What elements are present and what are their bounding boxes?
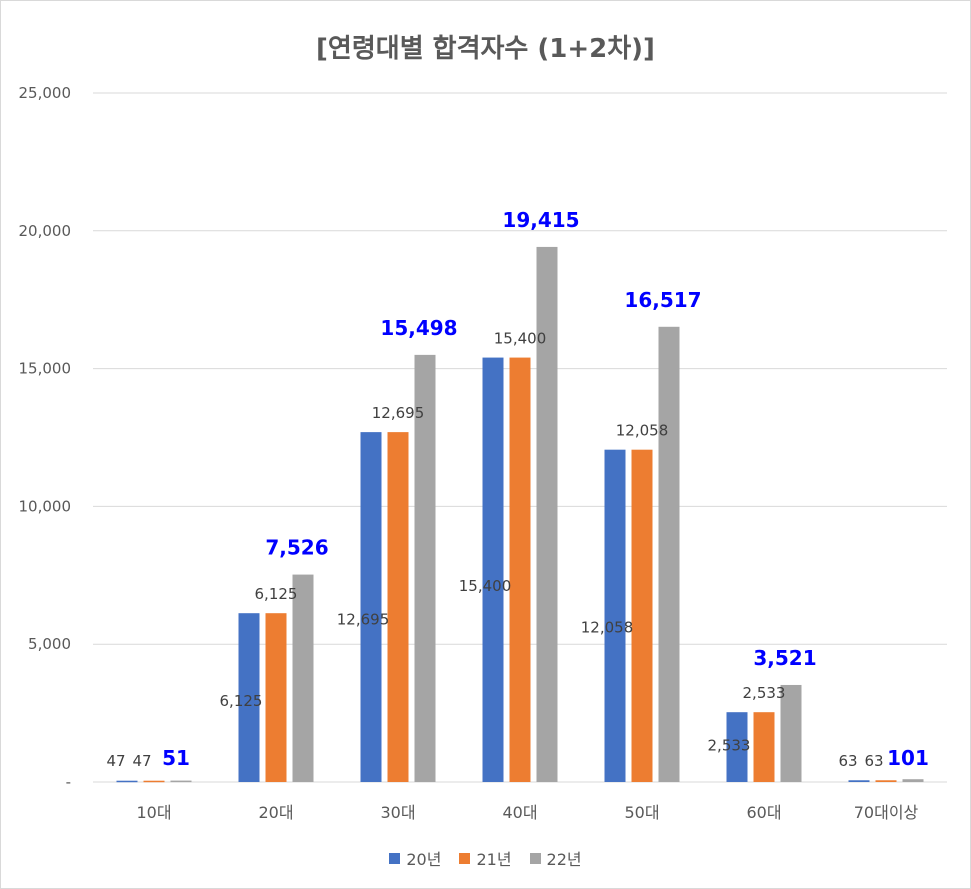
data-label-21: 2,533: [743, 684, 786, 702]
legend-item-21: 21년: [459, 846, 512, 870]
data-label-20-small: 47: [106, 752, 125, 770]
bar-21년: [143, 780, 165, 783]
data-label-21: 12,058: [616, 422, 669, 440]
y-tick-label: 10,000: [19, 497, 72, 515]
y-tick-label: -: [66, 773, 71, 791]
bar-22년: [658, 326, 680, 782]
bar-22년: [414, 354, 436, 782]
x-tick-label: 30대: [380, 803, 415, 822]
legend-swatch-20: [389, 852, 401, 864]
x-tick-label: 10대: [136, 803, 171, 822]
bar-21년: [387, 432, 409, 782]
y-tick-label: 15,000: [19, 360, 72, 378]
data-label-21: 63: [864, 752, 883, 770]
data-label-21: 15,400: [494, 330, 547, 348]
bar-22년: [170, 780, 192, 783]
bar-22년: [536, 246, 558, 782]
bar-22년: [292, 574, 314, 782]
data-label-21: 47: [132, 752, 151, 770]
data-label-22: 51: [162, 746, 190, 770]
data-label-22: 15,498: [380, 316, 457, 340]
chart-legend: 20년 21년 22년: [0, 846, 971, 870]
x-tick-label: 50대: [624, 803, 659, 822]
bar-21년: [631, 449, 653, 782]
x-tick-label: 20대: [258, 803, 293, 822]
data-label-22: 19,415: [502, 208, 579, 232]
legend-swatch-22: [529, 852, 541, 864]
bar-20년: [726, 712, 748, 782]
x-tick-label: 60대: [746, 803, 781, 822]
bar-21년: [265, 613, 287, 782]
data-label-20: 6,125: [220, 692, 263, 710]
data-label-22: 3,521: [753, 646, 816, 670]
data-label-22: 7,526: [265, 536, 328, 560]
data-label-21: 12,695: [372, 404, 425, 422]
bar-20년: [848, 780, 870, 782]
x-tick-label: 70대이상: [854, 803, 919, 822]
bar-20년: [116, 780, 138, 783]
legend-item-22: 22년: [529, 846, 582, 870]
data-label-20: 12,058: [581, 618, 634, 636]
bar-22년: [780, 684, 802, 782]
legend-item-20: 20년: [389, 846, 441, 870]
x-tick-label: 40대: [502, 803, 537, 822]
data-label-21: 6,125: [255, 585, 298, 603]
data-label-20-small: 63: [838, 752, 857, 770]
legend-label-20: 20년: [406, 850, 442, 869]
y-tick-label: 5,000: [28, 635, 71, 653]
data-label-20: 15,400: [459, 577, 512, 595]
legend-swatch-21: [459, 852, 471, 864]
bar-20년: [604, 449, 626, 782]
chart-title: [연령대별 합격자수 (1+2차)]: [316, 34, 655, 64]
legend-label-22: 22년: [546, 850, 582, 869]
bar-20년: [238, 613, 260, 782]
data-label-22: 101: [887, 746, 929, 770]
bar-22년: [902, 779, 924, 782]
bar-21년: [753, 712, 775, 782]
data-label-20: 2,533: [708, 737, 751, 755]
bar-21년: [509, 357, 531, 782]
bar-21년: [875, 780, 897, 782]
bar-20년: [482, 357, 504, 782]
data-label-22: 16,517: [624, 288, 701, 312]
y-tick-label: 20,000: [19, 222, 72, 240]
data-label-20: 12,695: [337, 611, 390, 629]
bar-20년: [360, 432, 382, 782]
y-tick-label: 25,000: [19, 84, 72, 102]
legend-label-21: 21년: [476, 850, 512, 869]
